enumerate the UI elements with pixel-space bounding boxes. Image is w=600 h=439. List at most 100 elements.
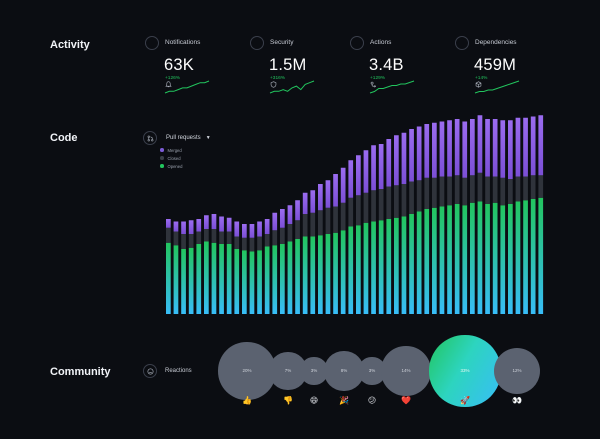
bar-opened — [181, 249, 186, 314]
reactions-label: Reactions — [165, 368, 192, 374]
bar-closed — [310, 212, 316, 237]
metric-value: 3.4B — [369, 56, 404, 74]
bar-opened — [462, 205, 468, 314]
legend-label: Merged — [167, 147, 182, 153]
bar-opened — [454, 204, 460, 314]
sparkline-path — [164, 80, 210, 94]
bar-opened — [211, 242, 217, 314]
package-icon — [455, 36, 482, 88]
reaction-bubble[interactable]: 20% — [218, 342, 276, 400]
bar-opened — [272, 245, 278, 314]
legend-item-closed: Closed — [160, 154, 182, 162]
bar-merged — [378, 144, 384, 189]
bar-opened — [401, 216, 407, 314]
bar-opened — [538, 197, 544, 314]
metric-label: Notifications — [165, 39, 201, 46]
bar-merged — [416, 126, 422, 181]
bar-merged — [432, 122, 437, 178]
bar-opened — [485, 204, 490, 314]
bar-closed — [226, 231, 232, 244]
bar-closed — [492, 176, 498, 203]
bar-merged — [280, 209, 285, 228]
bar-opened — [378, 220, 384, 314]
bar-closed — [409, 181, 414, 214]
bar-merged — [439, 121, 445, 177]
bar-merged — [333, 174, 338, 207]
actions-icon — [350, 36, 377, 88]
bar-merged — [318, 184, 323, 211]
bar-opened — [409, 214, 414, 314]
bar-closed — [401, 184, 407, 217]
bar-merged — [363, 150, 369, 193]
reaction-percent: 20% — [242, 368, 252, 374]
reaction-bubble[interactable]: 7% — [269, 352, 307, 390]
bar-merged — [401, 132, 407, 184]
bar-closed — [204, 229, 209, 242]
sparkline-path — [369, 80, 415, 94]
legend-item-merged: Merged — [160, 146, 182, 154]
bar-merged — [242, 224, 247, 238]
bar-closed — [211, 229, 217, 243]
bar-opened — [508, 204, 513, 314]
bar-merged — [530, 116, 536, 176]
reaction-bubble[interactable]: 3% — [358, 357, 386, 385]
bar-merged — [454, 119, 460, 176]
bar-opened — [492, 202, 498, 314]
bar-opened — [242, 250, 247, 314]
rocket-icon: 🚀 — [460, 396, 470, 405]
bar-opened — [249, 251, 255, 314]
smiley-icon — [143, 364, 157, 378]
bar-closed — [333, 206, 338, 233]
bar-closed — [416, 180, 422, 212]
legend-label: Closed — [167, 155, 181, 161]
bar-opened — [226, 244, 232, 314]
bar-closed — [302, 214, 308, 237]
reaction-bubble[interactable]: 33% — [429, 335, 501, 407]
bar-opened — [173, 245, 179, 314]
reaction-percent: 12% — [512, 368, 522, 374]
bar-merged — [325, 180, 331, 208]
bar-opened — [188, 247, 194, 314]
bar-merged — [348, 160, 354, 198]
bar-opened — [302, 236, 308, 314]
bar-merged — [219, 216, 224, 232]
metric-value: 1.5M — [269, 56, 307, 74]
metric-label: Security — [270, 39, 294, 46]
reaction-percent: 8% — [340, 368, 348, 374]
reaction-bubble[interactable]: 12% — [493, 347, 541, 395]
bar-merged — [234, 221, 240, 237]
bar-closed — [508, 179, 513, 204]
bell-icon — [145, 36, 172, 88]
bar-opened — [432, 207, 437, 314]
bar-merged — [386, 139, 392, 187]
bar-closed — [249, 237, 255, 252]
bar-opened — [470, 202, 475, 314]
bar-closed — [386, 186, 392, 219]
bar-merged — [166, 219, 171, 228]
bar-closed — [280, 227, 285, 244]
bar-closed — [318, 210, 323, 236]
bar-opened — [219, 244, 224, 314]
metric-change: +129% — [370, 76, 386, 81]
bar-closed — [363, 192, 369, 223]
reaction-bubble[interactable]: 14% — [381, 346, 431, 396]
bar-opened — [196, 244, 202, 314]
legend-item-opened: Opened — [160, 162, 182, 170]
bar-closed — [538, 175, 544, 198]
reaction-bubble[interactable]: 8% — [324, 351, 364, 391]
bar-opened — [515, 201, 521, 314]
legend-dot — [160, 164, 164, 168]
bar-opened — [340, 230, 346, 314]
pull-requests-dropdown[interactable]: Pull requests ▼ — [143, 131, 211, 145]
metric-change: +316% — [270, 76, 286, 81]
bar-merged — [196, 219, 202, 232]
sparkline — [164, 80, 210, 94]
shield-icon — [250, 36, 277, 88]
sparkline-path — [474, 80, 520, 94]
confused-icon: 😕 — [367, 396, 377, 405]
bar-closed — [515, 176, 521, 202]
bar-merged — [515, 117, 521, 177]
bar-closed — [196, 231, 202, 244]
reaction-bubble[interactable]: 3% — [300, 357, 328, 385]
